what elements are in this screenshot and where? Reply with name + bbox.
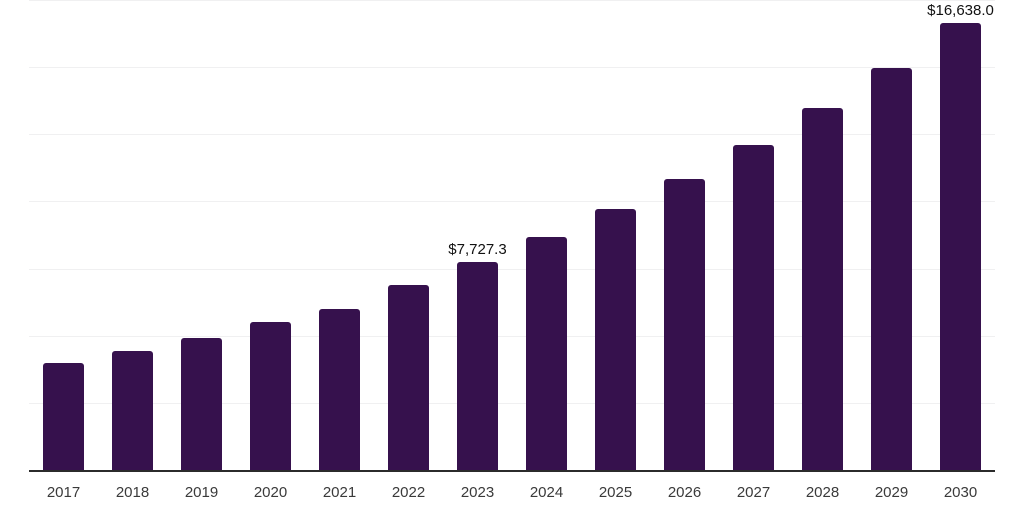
bar-2027 [733, 144, 774, 470]
x-tick-label-2025: 2025 [598, 484, 633, 501]
x-tick-label-2019: 2019 [184, 484, 219, 501]
bar-2017 [43, 363, 84, 470]
x-tick-label-2027: 2027 [736, 484, 771, 501]
x-tick-label-2022: 2022 [391, 484, 426, 501]
bar-2023 [457, 262, 498, 470]
value-label-2023: $7,727.3 [448, 241, 507, 259]
bar-2025 [595, 208, 636, 470]
gridline-12500 [29, 134, 995, 136]
x-tick-label-2018: 2018 [115, 484, 150, 501]
bar-2020 [250, 322, 291, 470]
x-tick-label-2029: 2029 [874, 484, 909, 501]
gridline-7500 [29, 268, 995, 270]
x-tick-label-2026: 2026 [667, 484, 702, 501]
bar-2018 [112, 351, 153, 470]
bar-2029 [871, 67, 912, 470]
gridline-10000 [29, 201, 995, 203]
bar-2022 [388, 285, 429, 470]
bar-2028 [802, 108, 843, 470]
gridline-17500 [29, 0, 995, 1]
bar-2019 [181, 338, 222, 470]
bar-2030 [940, 23, 981, 470]
x-tick-label-2030: 2030 [943, 484, 978, 501]
x-tick-label-2024: 2024 [529, 484, 564, 501]
bar-2024 [526, 236, 567, 470]
bar-2026 [664, 178, 705, 470]
value-label-2030: $16,638.0 [927, 2, 994, 20]
x-tick-label-2017: 2017 [46, 484, 81, 501]
x-axis-line [29, 470, 995, 472]
gridline-5000 [29, 335, 995, 337]
x-tick-label-2023: 2023 [460, 484, 495, 501]
gridline-15000 [29, 67, 995, 69]
gridline-2500 [29, 402, 995, 404]
bar-2021 [319, 308, 360, 470]
x-tick-label-2028: 2028 [805, 484, 840, 501]
x-tick-label-2021: 2021 [322, 484, 357, 501]
x-tick-label-2020: 2020 [253, 484, 288, 501]
